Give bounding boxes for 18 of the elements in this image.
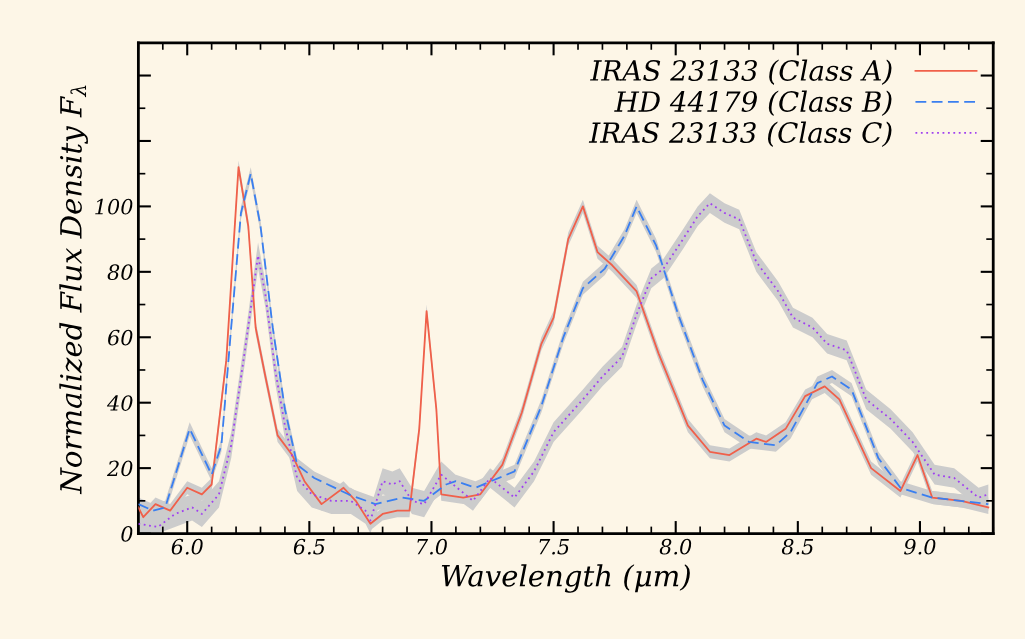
y-axis-title: Normalized Flux Density F$_{λ}$ [59, 85, 88, 495]
x-tick-label: 7.0 [417, 538, 447, 555]
y-tick-label: 60 [108, 329, 133, 346]
x-tick-label: 9.0 [904, 538, 936, 555]
x-tick-label: 8.5 [781, 538, 814, 555]
x-tick-label: 6.0 [171, 538, 203, 555]
x-axis-title: Wavelength (μm) [441, 564, 690, 593]
y-tick-label: 0 [121, 526, 133, 542]
y-tick-label: 80 [107, 264, 133, 281]
legend-label: IRAS 23133 (Class C) [588, 121, 892, 148]
y-tick-label: 100 [95, 198, 133, 215]
y-tick-label: 20 [106, 460, 133, 477]
x-tick-label: 7.5 [539, 539, 569, 555]
legend-label: IRAS 23133 (Class A) [590, 59, 892, 85]
legend-label: HD 44179 (Class B) [614, 90, 892, 116]
x-tick-label: 6.5 [293, 538, 325, 555]
x-tick-label: 8.0 [659, 538, 692, 555]
y-tick-label: 40 [106, 395, 133, 411]
